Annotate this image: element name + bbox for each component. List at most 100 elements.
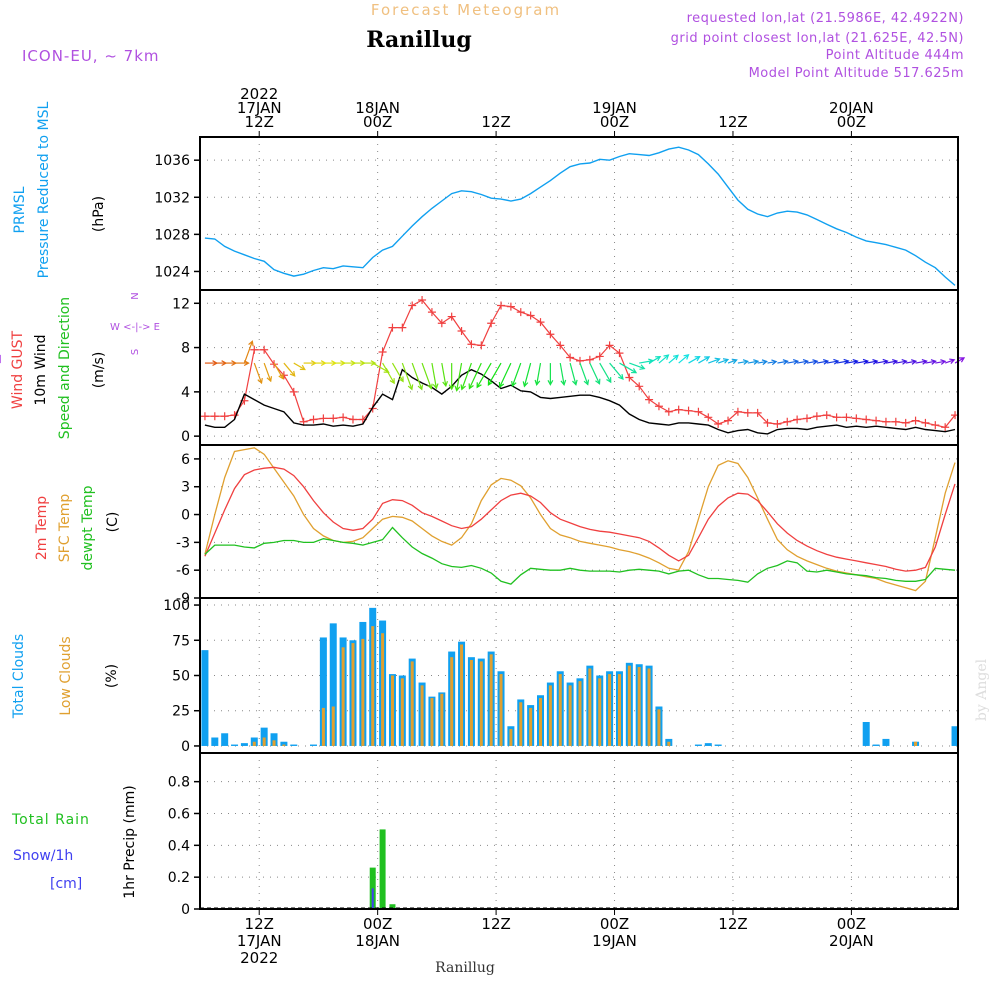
wind-arrow	[885, 360, 898, 364]
gust-marker	[329, 414, 338, 423]
gust-marker	[901, 418, 910, 427]
wind-arrow-head	[560, 379, 567, 386]
wind-arrow-head	[892, 358, 899, 365]
compass-we: W <-|-> E	[110, 322, 160, 333]
cloud-bar-low	[361, 638, 365, 746]
gust-marker	[911, 416, 920, 425]
wind-arrow	[372, 362, 389, 373]
gust-marker	[595, 352, 604, 361]
cloud-bar-low	[331, 706, 335, 746]
wind-arrow	[456, 362, 463, 391]
gust-marker	[348, 415, 357, 424]
precip-legend-cm: [cm]	[50, 876, 82, 892]
gust-marker	[862, 415, 871, 424]
gust-marker	[733, 407, 742, 416]
cloud-bar-total	[240, 743, 248, 746]
cloud-bar-low	[568, 685, 572, 746]
y-tick-label: 0	[181, 902, 190, 918]
wind-arrow	[391, 362, 404, 382]
y-tick-label: 1032	[154, 190, 190, 206]
y-tick-label: 0.6	[168, 806, 190, 822]
gust-marker	[585, 355, 594, 364]
precip-unit: 1hr Precip (mm)	[122, 785, 138, 898]
gust-marker	[467, 340, 476, 349]
pressure-unit: (hPa)	[91, 196, 107, 232]
wind-arrow-head	[448, 384, 455, 391]
cloud-bar-total	[704, 743, 712, 746]
wind-arrow-head	[882, 358, 889, 365]
cloud-bar-low	[450, 657, 454, 746]
cloud-bar-low	[647, 668, 651, 746]
wind-arrow	[668, 354, 679, 364]
pressure-line	[204, 146, 956, 286]
sfc-temp-line	[204, 447, 956, 592]
wind-arrow	[708, 358, 720, 364]
wind-arrow	[757, 360, 767, 364]
wind-arrow-head	[618, 373, 624, 380]
cloud-bar-low	[499, 674, 503, 746]
y-tick-label: 0.4	[168, 838, 190, 854]
wind-arrow-head	[468, 383, 474, 390]
time-label-bottom: 17JAN	[237, 932, 282, 950]
cloud-bar-low	[627, 665, 631, 746]
wind-arrow	[826, 360, 839, 364]
y-tick-label: 12	[172, 296, 190, 312]
wind-arrow-head	[822, 358, 830, 365]
wind-arrow-head	[761, 359, 768, 366]
wind-ylabels: Wind GUST 10m Wind Speed and Direction (…	[10, 292, 160, 439]
precip-bar-rain	[389, 904, 396, 909]
wind-arrow	[777, 360, 788, 364]
gust-marker	[645, 395, 654, 404]
cloud-bar-low	[410, 661, 414, 746]
wind-arrow	[678, 354, 689, 364]
gust-marker	[931, 421, 940, 430]
gust-marker	[427, 308, 436, 317]
time-label-bottom: 00Z	[600, 915, 629, 933]
wind-arrow	[401, 362, 413, 390]
wind-arrow-head	[631, 368, 638, 374]
wind-arrow-head	[930, 359, 937, 365]
gust-marker	[664, 407, 673, 416]
gust-marker	[487, 319, 496, 328]
wind-arrow-head	[940, 359, 947, 365]
info-grid: grid point closest lon,lat (21.625E, 42.…	[671, 31, 964, 46]
gust-marker	[309, 415, 318, 424]
gust-marker	[536, 318, 545, 327]
wind-arrow	[441, 362, 447, 387]
pressure-label-prmsl: PRMSL	[12, 186, 28, 233]
wind-arrow-head	[949, 358, 956, 364]
wind-arrow-head	[802, 359, 809, 365]
cloud-bar-low	[321, 707, 325, 746]
wind-arrow	[511, 362, 522, 387]
cloud-bar-low	[637, 667, 641, 746]
wind-arrow-head	[959, 357, 966, 363]
wind-arrow-head	[771, 359, 778, 366]
gust-marker	[516, 308, 525, 317]
gust-marker	[724, 416, 733, 425]
cloud-bar-low	[617, 674, 621, 746]
wind-arrow	[816, 360, 828, 364]
time-label-bottom: 18JAN	[355, 932, 400, 950]
y-tick-label: 0	[181, 429, 190, 445]
wind-arrow	[787, 360, 798, 364]
cloud-bar-low	[460, 644, 464, 746]
precip-legend-snow: Snow/1h	[13, 848, 73, 864]
time-label-bottom: 12Z	[718, 915, 747, 933]
gust-marker	[881, 417, 890, 426]
wind-arrow	[747, 360, 759, 364]
gust-marker	[398, 323, 407, 332]
gust-marker	[388, 323, 397, 332]
cloud-bar-low	[469, 660, 473, 746]
cloud-bar-total	[329, 623, 337, 746]
cloud-bar-total	[951, 726, 959, 746]
wind-arrow-head	[722, 358, 730, 364]
model-label: ICON-EU, ~ 7km	[22, 47, 160, 65]
time-label-top: 17JAN	[237, 99, 282, 117]
precip-legend-rain: Total Rain	[11, 812, 90, 828]
gust-marker	[842, 413, 851, 422]
cloud-bar-low	[509, 729, 513, 746]
wind-arrow	[468, 362, 482, 389]
time-label-bottom: 00Z	[837, 915, 866, 933]
time-label-top: 00Z	[837, 113, 866, 131]
